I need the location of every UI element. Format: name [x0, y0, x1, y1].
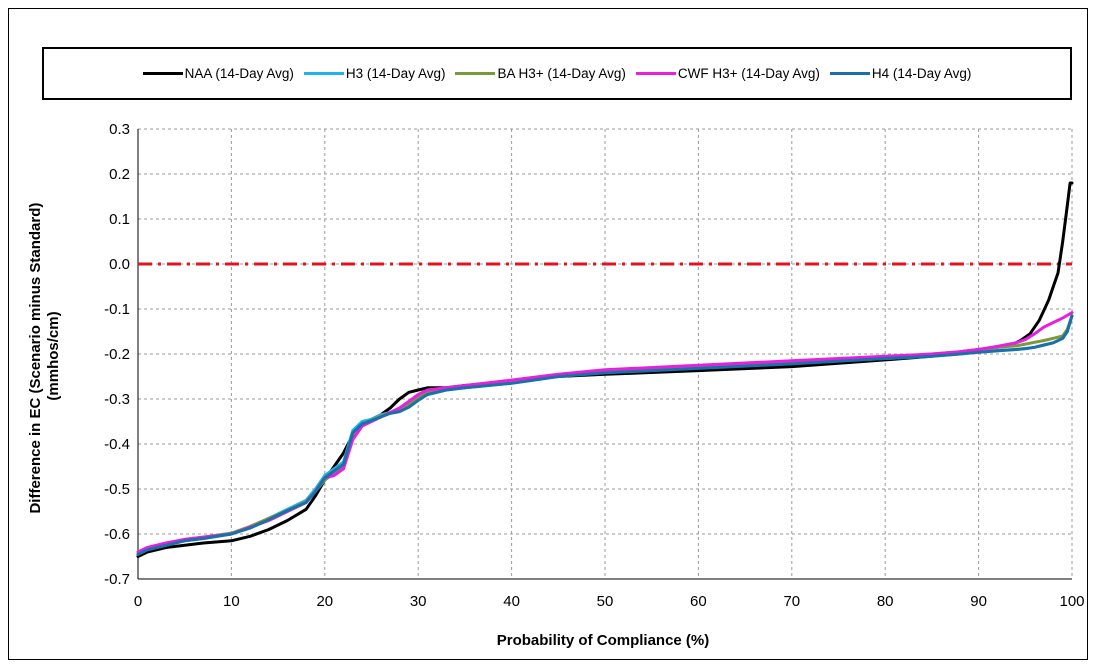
legend-label: NAA (14-Day Avg): [184, 66, 294, 81]
y-tick-label: 0.2: [109, 166, 130, 183]
legend-swatch: [455, 72, 496, 75]
series-layer: [136, 181, 1074, 558]
y-tick-label: -0.2: [104, 346, 130, 363]
legend-item-1: H3 (14-Day Avg): [303, 66, 446, 81]
legend-label: CWF H3+ (14-Day Avg): [677, 66, 820, 81]
legend-label: H3 (14-Day Avg): [345, 66, 446, 81]
y-tick-label: -0.6: [104, 526, 130, 543]
legend-swatch: [635, 72, 676, 75]
y-tick-label: -0.1: [104, 301, 130, 318]
y-tick-label: 0.0: [109, 256, 130, 273]
axes: [137, 129, 1072, 580]
chart-frame: [8, 8, 1088, 660]
y-tick-label: 0.1: [109, 211, 130, 228]
x-tick-label: 30: [410, 593, 427, 610]
grid-lines: [138, 128, 1073, 579]
legend-swatch: [303, 72, 344, 75]
legend-item-2: BA H3+ (14-Day Avg): [455, 66, 626, 81]
y-tick-label: -0.4: [104, 436, 130, 453]
chart-legend: NAA (14-Day Avg) H3 (14-Day Avg) BA H3+ (1…: [42, 47, 1072, 100]
legend-swatch: [829, 72, 870, 75]
x-tick-label: 100: [1059, 593, 1084, 610]
y-axis-title: Difference in EC (Scenario minus Standar…: [27, 198, 62, 513]
tick-labels: 0 10 20 30 40 50 60 70 80 90 100 0.3 0.2 0.1 0.0 -0.1 -0…: [104, 121, 1084, 610]
y-axis-title-line-2: (mmhos/cm): [45, 311, 62, 400]
x-tick-label: 50: [597, 593, 614, 610]
legend-item-0: NAA (14-Day Avg): [142, 66, 294, 81]
legend-label: BA H3+ (14-Day Avg): [497, 66, 626, 81]
legend-label: H4 (14-Day Avg): [871, 66, 972, 81]
x-axis-title: Probability of Compliance (%): [497, 632, 710, 649]
x-tick-label: 80: [877, 593, 894, 610]
legend-swatch: [142, 72, 183, 75]
y-tick-label: 0.3: [109, 121, 130, 138]
y-tick-label: -0.5: [104, 481, 130, 498]
legend-item-4: H4 (14-Day Avg): [829, 66, 972, 81]
x-tick-label: 70: [783, 593, 800, 610]
x-tick-label: 90: [970, 593, 987, 610]
x-tick-label: 60: [690, 593, 707, 610]
x-tick-label: 20: [316, 593, 333, 610]
legend-item-3: CWF H3+ (14-Day Avg): [635, 66, 820, 81]
x-tick-label: 10: [223, 593, 240, 610]
y-axis-title-line-1: Difference in EC (Scenario minus Standar…: [27, 203, 44, 514]
x-tick-label: 0: [134, 593, 142, 610]
y-tick-label: -0.3: [104, 391, 130, 408]
x-tick-label: 40: [503, 593, 520, 610]
y-tick-label: -0.7: [104, 571, 130, 588]
series-line-4: [136, 314, 1074, 556]
